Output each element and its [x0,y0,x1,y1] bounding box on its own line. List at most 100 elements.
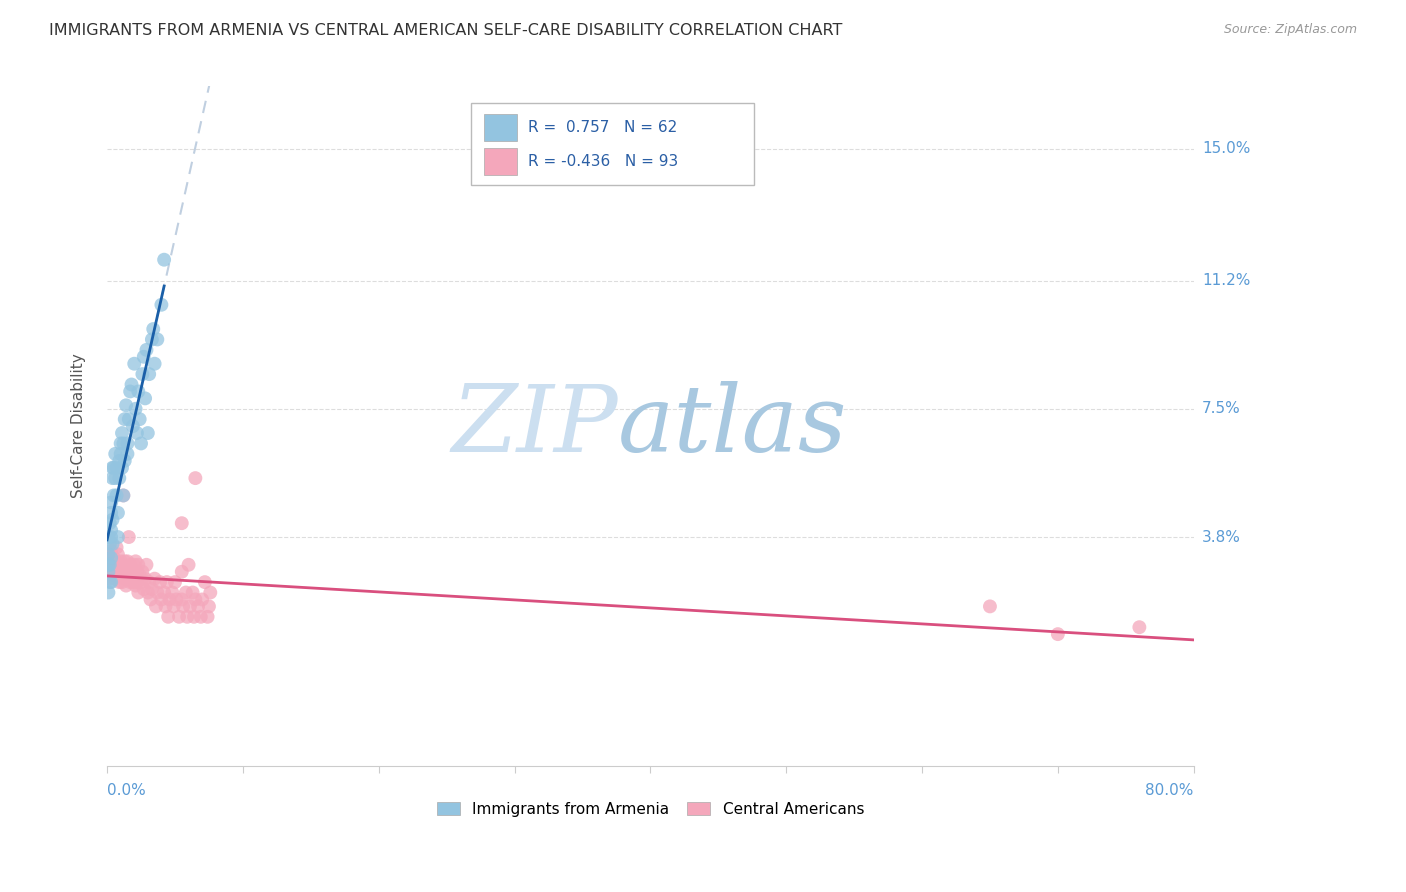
Point [100,565,122,579]
Point [162,599,184,614]
Point [98,516,121,531]
Point [125,425,148,440]
Point [127,558,149,572]
Point [122,575,145,590]
Text: 7.5%: 7.5% [1202,401,1240,417]
Point [114,554,136,568]
Point [111,558,134,572]
Point [118,530,141,544]
Point [184,592,207,607]
Point [115,398,138,412]
Point [105,541,128,555]
Point [110,447,132,461]
Point [104,554,127,568]
Point [100,530,122,544]
Point [146,585,169,599]
Point [111,575,134,590]
Point [105,558,128,572]
Point [124,578,146,592]
Point [104,471,127,485]
Point [131,565,153,579]
Point [112,565,135,579]
Point [167,609,190,624]
Point [100,506,122,520]
Point [101,471,124,485]
Point [162,585,184,599]
Point [107,548,129,562]
Point [150,592,173,607]
Point [98,550,121,565]
Point [97,565,120,579]
Point [134,392,156,406]
Point [159,592,181,607]
Point [114,572,136,586]
Point [112,436,135,450]
Point [131,367,153,381]
Point [170,565,193,579]
Point [143,357,166,371]
Text: 80.0%: 80.0% [1146,783,1194,798]
Point [136,585,159,599]
Point [100,550,122,565]
Point [150,298,173,312]
Point [138,575,160,590]
Point [97,585,120,599]
Point [107,506,129,520]
Point [104,447,127,461]
Point [153,585,176,599]
Point [100,544,122,558]
Point [97,548,120,562]
Point [132,350,155,364]
Point [1046,627,1069,641]
Point [142,322,165,336]
Point [103,488,125,502]
Point [143,572,166,586]
Y-axis label: Self-Care Disability: Self-Care Disability [72,354,86,499]
Point [112,488,135,502]
Point [179,599,201,614]
Point [98,558,121,572]
Point [187,599,209,614]
Point [163,575,186,590]
Point [135,558,157,572]
Text: R = -0.436   N = 93: R = -0.436 N = 93 [527,153,678,169]
Point [103,550,125,565]
Point [979,599,1001,614]
Text: atlas: atlas [617,381,848,471]
Point [136,425,159,440]
Point [115,561,138,575]
Text: IMMIGRANTS FROM ARMENIA VS CENTRAL AMERICAN SELF-CARE DISABILITY CORRELATION CHA: IMMIGRANTS FROM ARMENIA VS CENTRAL AMERI… [49,23,842,38]
Point [122,572,145,586]
Point [122,419,145,434]
Point [117,568,139,582]
Point [156,575,179,590]
Point [134,572,156,586]
Point [190,609,212,624]
Point [120,558,142,572]
Point [146,333,169,347]
Text: 15.0%: 15.0% [1202,141,1250,156]
Point [120,384,142,399]
Point [98,575,121,590]
Point [108,575,131,590]
Point [149,575,172,590]
Point [103,565,125,579]
Point [112,488,135,502]
Point [197,609,219,624]
Point [98,537,121,551]
Point [172,599,194,614]
Point [114,412,136,426]
Point [125,565,148,579]
FancyBboxPatch shape [471,103,754,185]
Point [108,454,131,468]
Point [103,460,125,475]
Text: Source: ZipAtlas.com: Source: ZipAtlas.com [1223,23,1357,37]
Point [111,460,134,475]
Point [165,592,187,607]
Point [101,460,124,475]
Point [181,585,204,599]
Point [98,558,121,572]
Point [177,558,200,572]
Point [121,572,143,586]
Point [118,412,141,426]
